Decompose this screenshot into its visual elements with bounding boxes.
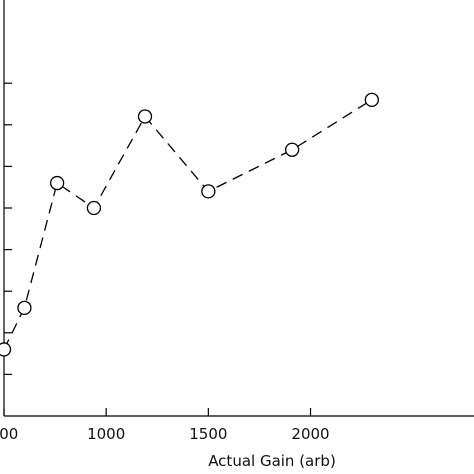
y-ticks	[4, 82, 12, 375]
x-ticks: 500 1000 1500 2000	[0, 408, 330, 443]
data-point-4	[137, 109, 153, 124]
axes	[3, 0, 474, 417]
data-point-5	[201, 184, 216, 199]
data-point-2	[49, 175, 65, 191]
data-point-3	[86, 200, 102, 216]
x-tick-label-0: 500	[0, 425, 18, 443]
x-tick-label-2: 1500	[189, 425, 227, 443]
series-group	[0, 92, 379, 357]
x-tick-label-1: 1000	[87, 425, 125, 443]
data-point-6	[284, 142, 300, 157]
data-point-7	[364, 92, 379, 107]
series-line-0	[3, 99, 373, 350]
data-point-0	[0, 342, 12, 357]
x-tick-label-3: 2000	[291, 425, 329, 443]
data-point-1	[17, 300, 32, 315]
x-axis-label: Actual Gain (arb)	[208, 452, 336, 470]
